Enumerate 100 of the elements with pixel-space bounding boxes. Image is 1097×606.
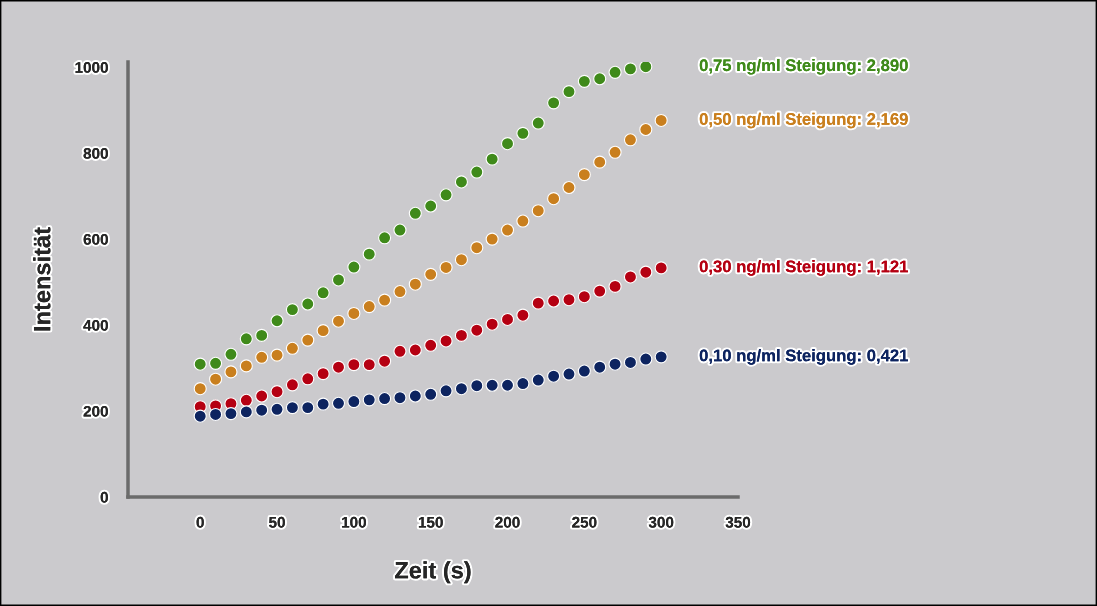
point (255, 389, 269, 403)
point (608, 279, 622, 293)
point (439, 334, 453, 348)
point (562, 367, 576, 381)
point (270, 402, 284, 416)
point (454, 328, 468, 342)
point (608, 65, 622, 79)
point (424, 387, 438, 401)
x-tick-label: 100 (342, 516, 366, 528)
point (500, 137, 515, 151)
x-tick-label: 200 (495, 516, 520, 528)
point (408, 206, 422, 220)
point (485, 232, 499, 246)
point (454, 175, 468, 189)
point (639, 122, 653, 137)
point (393, 284, 407, 299)
point (639, 352, 653, 366)
point (209, 407, 223, 422)
point (316, 324, 330, 338)
point (362, 393, 376, 407)
point (331, 273, 346, 287)
point (623, 270, 638, 284)
point (408, 389, 422, 403)
point (209, 372, 223, 386)
point (516, 214, 530, 228)
point (331, 360, 346, 374)
point (301, 401, 315, 415)
point (485, 317, 499, 331)
point (470, 323, 484, 337)
x-tick-label: 250 (572, 516, 597, 528)
point (285, 341, 299, 355)
point (347, 306, 361, 321)
point (331, 314, 346, 328)
point (285, 378, 299, 392)
point (577, 168, 591, 182)
point (439, 260, 453, 275)
point (362, 358, 376, 372)
point (639, 62, 653, 74)
point (454, 253, 468, 267)
x-tick-label: 50 (269, 516, 285, 528)
point (531, 373, 545, 387)
y-tick-label: 200 (83, 405, 108, 417)
point (393, 391, 407, 405)
point (562, 85, 576, 99)
point (516, 126, 530, 140)
x-axis-title: Zeit (s) (395, 561, 471, 584)
point (608, 357, 622, 371)
point (347, 395, 361, 409)
point (316, 397, 330, 411)
point (239, 359, 253, 373)
point (209, 356, 223, 370)
y-tick-label: 1000 (75, 62, 108, 73)
x-tick-label: 150 (418, 516, 443, 528)
point (255, 328, 269, 342)
point (193, 409, 207, 423)
x-tick-label: 0 (196, 516, 204, 528)
point (577, 364, 591, 378)
point (531, 204, 545, 218)
point (362, 300, 376, 314)
point (285, 303, 299, 317)
point (270, 314, 284, 328)
point (301, 372, 315, 386)
point (393, 223, 407, 237)
point (316, 367, 330, 381)
point (193, 357, 207, 371)
point (454, 382, 468, 396)
point (408, 277, 422, 291)
point (593, 72, 607, 86)
point (639, 265, 653, 279)
point (239, 393, 253, 407)
point (623, 133, 638, 147)
point (577, 290, 591, 304)
point (424, 267, 438, 281)
point (654, 350, 668, 364)
point (577, 74, 591, 88)
point (562, 293, 576, 307)
point (608, 145, 622, 159)
y-tick-label: 400 (83, 319, 108, 331)
series-label: 0,10 ng/ml Steigung: 0,421 (699, 349, 908, 365)
point (500, 312, 515, 327)
point (301, 333, 315, 347)
point (439, 188, 453, 202)
point (593, 284, 607, 298)
point (623, 355, 638, 370)
point (470, 379, 484, 393)
point (347, 260, 361, 274)
point (593, 360, 607, 374)
point (593, 155, 607, 169)
point (547, 192, 561, 206)
text: 0,75 ng/ml Steigung: 2,890 (699, 58, 908, 75)
point (485, 152, 499, 166)
point (531, 296, 545, 310)
point (378, 231, 392, 245)
point (654, 113, 668, 128)
point (378, 391, 392, 406)
point (623, 62, 638, 76)
point (255, 350, 269, 364)
point (547, 369, 561, 383)
point (485, 378, 499, 392)
point (347, 358, 361, 372)
